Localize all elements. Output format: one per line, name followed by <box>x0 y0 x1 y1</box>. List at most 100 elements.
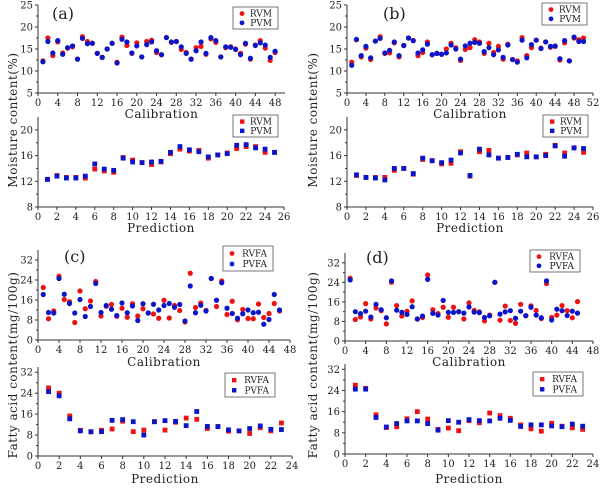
data-point-pvfa <box>347 277 353 283</box>
y-tick-label: 16 <box>20 296 33 307</box>
data-point-rvm <box>92 166 98 172</box>
data-point-pvm <box>476 40 483 46</box>
data-point-pvm <box>382 50 388 56</box>
data-point-pvfa <box>425 421 431 426</box>
data-point-pvm <box>84 41 90 47</box>
data-point-pvfa <box>476 418 482 424</box>
data-point-pvfa <box>61 291 67 297</box>
y-axis-title-fatty-right: Fatty acid content(mg/100g) <box>306 272 320 459</box>
x-tick-label: 28 <box>170 98 183 109</box>
data-point-pvm <box>571 145 577 151</box>
y-tick-label: 5 <box>27 89 33 100</box>
x-tick-label: 16 <box>183 212 196 223</box>
data-point-pvm <box>272 149 277 155</box>
x-tick-label: 8 <box>77 345 83 356</box>
data-point-pvm <box>420 47 426 53</box>
data-point-pvm <box>139 160 145 166</box>
x-tick-label: 24 <box>286 461 299 472</box>
data-point-pvm <box>267 54 273 60</box>
data-point-pvfa <box>440 297 446 304</box>
data-point-pvm <box>505 42 511 48</box>
data-point-pvm <box>557 56 563 62</box>
panel-b-pred: 0 2 4 6 8 10 12 14 16 18 20 22 24 268121620Prediction… <box>329 114 599 235</box>
data-point-pvfa <box>187 283 193 289</box>
data-point-rvfa <box>109 426 115 432</box>
x-tick-label: 24 <box>463 346 476 357</box>
data-point-rvfa <box>166 315 172 321</box>
data-point-rvfa <box>183 415 189 421</box>
data-point-pvfa <box>72 310 78 316</box>
x-tick-label: 44 <box>549 98 562 109</box>
panel-label: (b) <box>383 4 406 23</box>
legend-marker-pvfa <box>536 263 542 269</box>
data-point-rvfa <box>533 307 539 314</box>
data-point-pvm <box>253 145 259 151</box>
data-point-rvfa <box>187 270 193 276</box>
panel-label: (d) <box>366 248 389 267</box>
data-point-pvm <box>519 37 525 43</box>
x-tick-label: 32 <box>504 346 517 357</box>
data-point-pvm <box>429 52 435 58</box>
data-point-pvfa <box>512 315 519 321</box>
data-point-rvm <box>234 146 240 151</box>
data-point-pvm <box>424 41 431 47</box>
x-tick-label: 44 <box>263 345 276 356</box>
x-tick-label: 32 <box>200 345 213 356</box>
x-tick-label: 28 <box>483 346 496 357</box>
data-point-pvm <box>198 39 204 45</box>
legend-marker-pvfa <box>229 261 235 267</box>
data-point-rvfa <box>119 305 125 311</box>
data-point-rvm <box>198 43 204 49</box>
data-point-pvm <box>566 58 572 64</box>
data-point-pvm <box>467 40 473 46</box>
data-point-pvm <box>410 171 416 176</box>
y-tick-label: 16 <box>327 407 340 418</box>
data-point-pvm <box>237 52 244 58</box>
panel-d-pred: 0 2 4 6 8 10 12 14 16 18 20 22 2408162432PredictionR… <box>327 364 599 486</box>
y-tick-label: 15 <box>20 45 33 56</box>
data-point-pvm <box>224 151 230 157</box>
data-point-rvfa <box>352 382 358 388</box>
data-point-pvm <box>477 146 482 152</box>
data-point-pvfa <box>363 308 369 314</box>
data-point-pvfa <box>203 308 209 314</box>
data-point-pvm <box>153 48 160 54</box>
x-tick-label: 52 <box>587 98 600 109</box>
panel-d-cal: 0 4 8 12 16 20 24 28 32 36 40 44 4808162432Calibrati… <box>327 248 599 369</box>
data-point-pvm <box>234 142 240 148</box>
data-point-pvm <box>491 52 497 58</box>
x-tick-label: 0 <box>35 345 41 356</box>
data-point-pvm <box>228 44 234 50</box>
x-tick-label: 8 <box>420 212 426 223</box>
data-point-pvfa <box>487 418 493 424</box>
data-point-pvfa <box>580 423 586 429</box>
x-tick-label: 2 <box>362 459 368 470</box>
data-point-pvfa <box>409 304 415 310</box>
data-point-rvfa <box>497 413 503 419</box>
data-point-pvm <box>349 62 355 68</box>
data-point-pvfa <box>66 300 73 307</box>
x-tick-label: 18 <box>525 459 538 470</box>
data-point-pvfa <box>87 303 94 310</box>
data-point-pvm <box>168 149 173 155</box>
data-point-rvfa <box>409 298 415 304</box>
data-point-pvm <box>257 40 263 46</box>
data-point-pvfa <box>219 280 225 286</box>
data-point-pvfa <box>98 309 104 316</box>
x-tick-label: 4 <box>383 459 389 470</box>
data-point-pvm <box>111 167 117 173</box>
data-point-pvfa <box>108 306 115 312</box>
data-point-rvfa <box>425 416 431 422</box>
data-point-pvfa <box>257 423 263 429</box>
data-point-pvfa <box>161 302 167 309</box>
data-point-pvm <box>213 38 219 44</box>
y-tick-label: 32 <box>20 368 33 379</box>
legend-label-rvm: RVM <box>560 118 582 128</box>
legend-label-rvfa: RVFA <box>552 375 577 385</box>
data-point-pvm <box>82 173 88 179</box>
x-tick-label: 4 <box>382 212 388 223</box>
x-tick-label: 10 <box>435 212 448 223</box>
data-point-pvm <box>354 172 359 178</box>
